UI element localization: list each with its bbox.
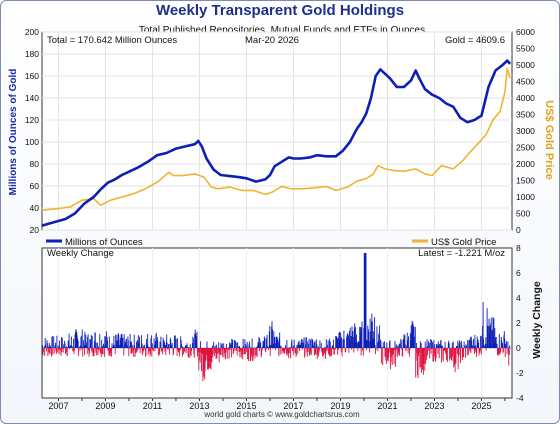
x-tick-label: 2019 [330,401,350,411]
legend-label-gold: US$ Gold Price [431,237,496,248]
y2-tick-label: 1000 [516,192,535,202]
weekly-change-title: Weekly Change [47,248,114,259]
y2-tick-label: 5500 [516,44,535,54]
legend: Millions of Ounces US$ Gold Price [46,237,496,248]
y-tick-label: 60 [30,181,40,191]
y2-tick-label: 5000 [516,60,535,70]
weekly-y-tick-label: -2 [516,368,524,378]
y-tick-label: 160 [25,71,39,81]
x-tick-label: 2017 [283,401,303,411]
weekly-y-tick-label: 0 [516,343,521,353]
y-tick-label: 100 [25,137,39,147]
weekly-y-tick-label: 8 [516,243,521,253]
holdings-panel: 2040608010012014016018020005001000150020… [25,27,535,248]
y2-tick-label: 2500 [516,143,535,153]
y-axis-label: Millions of Ounces of Gold [8,69,19,196]
weekly-y-tick-label: -4 [516,393,524,403]
y-tick-label: 20 [30,225,40,235]
x-tick-label: 2025 [471,401,491,411]
y2-tick-label: 0 [516,225,521,235]
y2-tick-label: 6000 [516,27,535,37]
y2-tick-label: 1500 [516,176,535,186]
x-tick-label: 2007 [48,401,68,411]
latest-annotation: Latest = -1.221 M/oz [418,248,505,259]
y2-tick-label: 4500 [516,77,535,87]
y-tick-label: 80 [30,159,40,169]
x-tick-label: 2011 [143,401,162,411]
legend-label-holdings: Millions of Ounces [65,237,143,248]
y-tick-label: 40 [30,203,40,213]
gold-annotation: Gold = 4609.6 [445,35,505,46]
y2-tick-label: 2000 [516,159,535,169]
chart-subtitle: Total Published Repositories, Mutual Fun… [139,25,425,36]
x-tick-label: 2013 [189,401,209,411]
weekly-change-bars [41,253,511,382]
y2-tick-label: 3000 [516,126,535,136]
total-annotation: Total = 170.642 Million Ounces [47,35,177,46]
x-tick-label: 2023 [424,401,444,411]
weekly-y-tick-label: 4 [516,293,521,303]
footer-credit: world gold charts © www.goldchartsrus.co… [203,410,360,419]
gold-price-line [41,67,511,211]
y-tick-label: 120 [25,115,39,125]
y2-tick-label: 4000 [516,93,535,103]
y-tick-label: 180 [25,49,39,59]
weekly-y-tick-label: 6 [516,268,521,278]
y2-tick-label: 500 [516,209,530,219]
weekly-change-plot-area [41,247,513,399]
y-tick-label: 140 [25,93,39,103]
chart-title: Weekly Transparent Gold Holdings [155,2,405,19]
y-tick-label: 200 [25,27,39,37]
date-annotation: Mar-20 2026 [245,35,299,46]
weekly-change-panel: 2007 2009 2011 2013 2015 2017 2019 2021 2023 2025… [41,243,524,411]
x-tick-label: 2009 [95,401,115,411]
holdings-line [41,59,512,227]
x-tick-label: 2015 [236,401,256,411]
weekly-y-tick-label: 2 [516,318,521,328]
weekly-change-axis-label: Weekly Change [531,281,543,359]
x-tick-label: 2021 [377,401,397,411]
y2-axis-label: US$ Gold Price [543,100,555,179]
y2-tick-label: 3500 [516,110,535,120]
